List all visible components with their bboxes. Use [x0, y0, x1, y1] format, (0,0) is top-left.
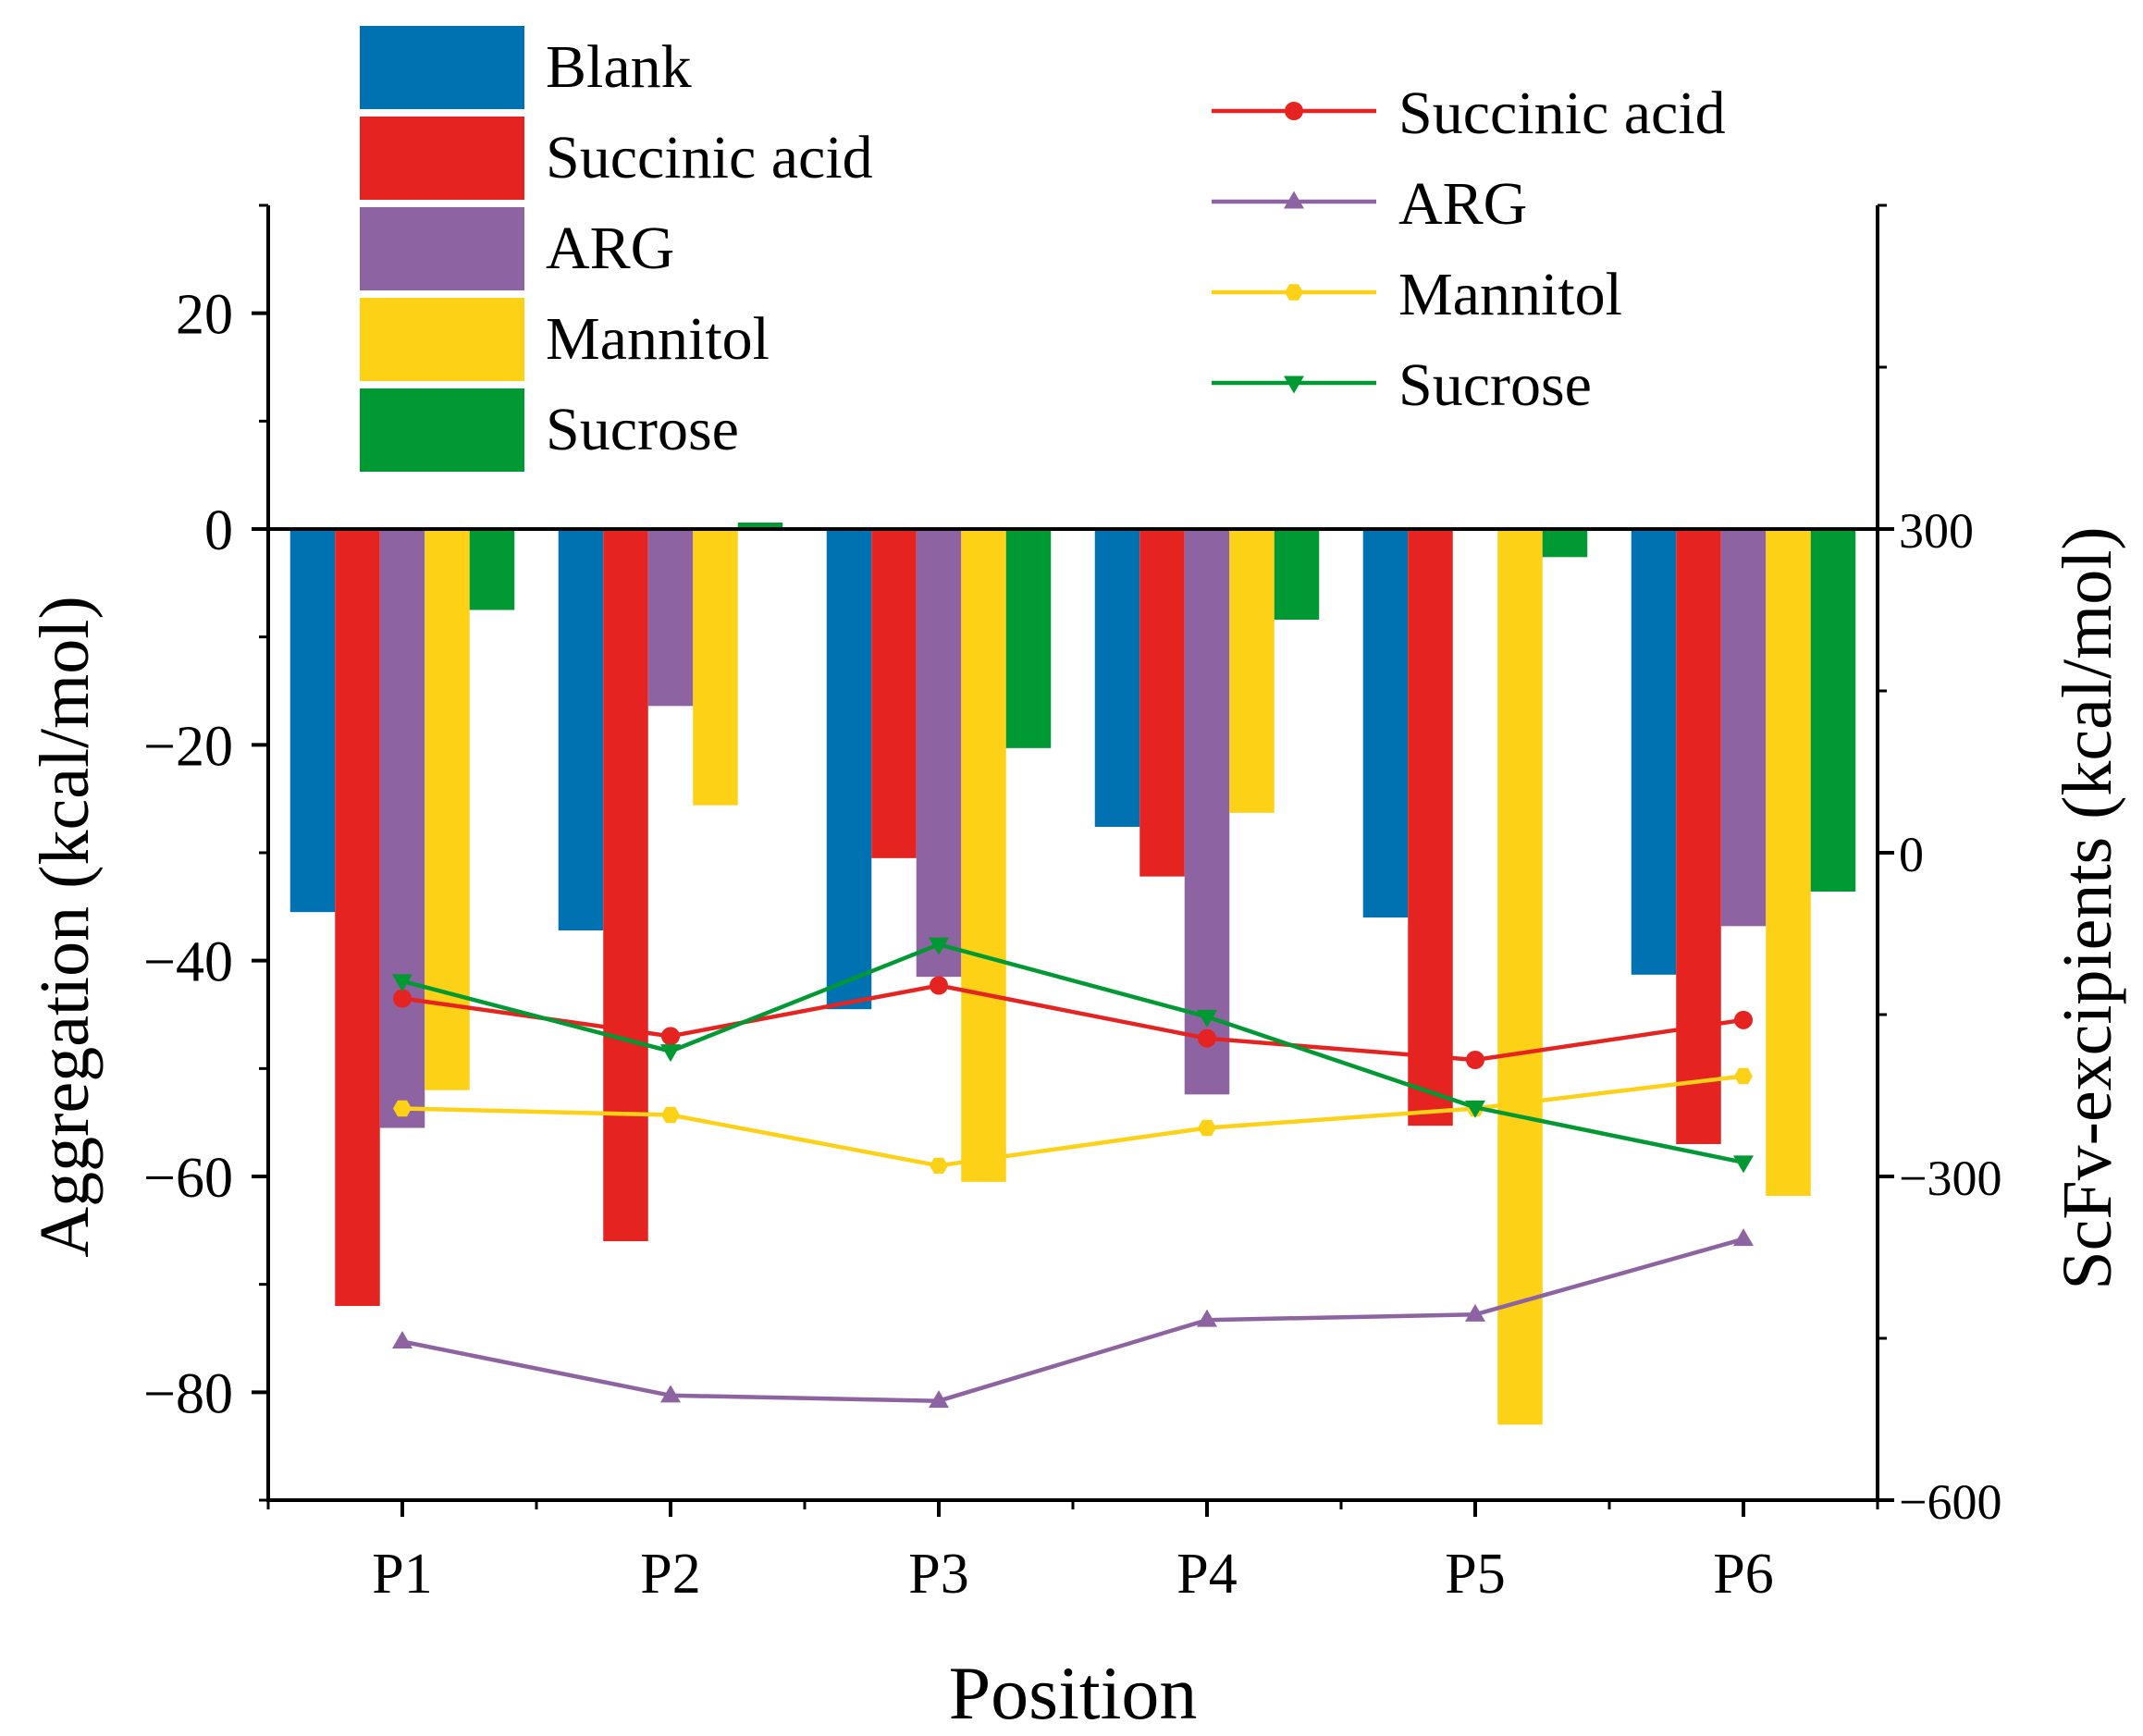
bar-succinic-acid-p6: [1676, 529, 1721, 1144]
bar-succinic-acid-p1: [335, 529, 380, 1306]
point-succinic-acid-p1: [393, 989, 412, 1008]
legend-swatch-sucrose: [360, 388, 524, 472]
line-legend: Succinic acid ARG Mannitol Sucrose: [1212, 80, 1726, 419]
bar-blank-p1: [289, 529, 336, 913]
x-tick-label-p3: P3: [908, 1543, 968, 1606]
point-succinic-acid-p2: [661, 1027, 680, 1046]
point-sucrose-p1: [392, 974, 413, 992]
y-tick-label-right: 0: [1899, 827, 1924, 882]
bar-arg-p6: [1720, 529, 1767, 927]
bar-succinic-acid-p4: [1139, 529, 1185, 877]
legend-label-line-mannitol: Mannitol: [1398, 261, 1622, 328]
point-sucrose-p6: [1733, 1155, 1754, 1174]
legend-swatch-succinic-acid: [360, 117, 524, 200]
legend-label-sucrose: Sucrose: [546, 396, 739, 463]
y-tick-label-left: 20: [176, 284, 233, 347]
bar-blank-p2: [558, 529, 604, 930]
point-mannitol-p3: [930, 1157, 948, 1174]
point-arg-p5: [1465, 1303, 1485, 1322]
bar-sucrose-p6: [1810, 529, 1856, 892]
point-sucrose-p5: [1465, 1100, 1485, 1118]
bar-succinic-acid-p2: [603, 529, 648, 1241]
point-arg-p4: [1197, 1309, 1217, 1327]
point-mannitol-p2: [661, 1106, 680, 1124]
point-arg-p3: [929, 1390, 949, 1409]
line-arg: [401, 1237, 1744, 1403]
point-arg-p2: [660, 1385, 681, 1403]
point-arg-p1: [392, 1331, 413, 1348]
legend-label-succinic-acid: Succinic acid: [546, 124, 873, 191]
legend-swatch-blank: [360, 26, 524, 109]
bar-blank-p5: [1362, 529, 1409, 917]
y-tick-label-left: −40: [143, 931, 233, 994]
bar-succinic-acid-p3: [871, 529, 917, 858]
axes-layer: 20 0 −20 −40 −60 −80 300 0 −300 −600 P1 P2 P3 P4 P5 P6: [143, 203, 2001, 1606]
bar-arg-p3: [916, 529, 962, 978]
legend-label-blank: Blank: [546, 33, 692, 101]
line-succinic-acid: [401, 983, 1744, 1063]
y-tick-label-left: −20: [143, 715, 233, 778]
x-tick-label-p6: P6: [1713, 1543, 1773, 1606]
bar-blank-p6: [1631, 529, 1677, 975]
legend-swatch-arg: [360, 207, 524, 290]
legend-marker-sucrose: [1284, 376, 1304, 394]
point-succinic-acid-p6: [1734, 1010, 1753, 1029]
bar-arg-p2: [647, 529, 694, 707]
legend-label-line-succinic-acid: Succinic acid: [1398, 80, 1726, 147]
line-sucrose: [401, 942, 1744, 1165]
legend-label-arg: ARG: [546, 215, 674, 282]
legend-swatch-mannitol: [360, 298, 524, 381]
bar-blank-p4: [1094, 529, 1140, 827]
bar-sucrose-p3: [1005, 529, 1052, 748]
legend-marker-arg: [1284, 191, 1304, 209]
point-succinic-acid-p3: [930, 976, 948, 995]
lines-layer: [392, 937, 1754, 1409]
bar-legend: Blank Succinic acid ARG Mannitol Sucrose: [360, 26, 873, 472]
x-tick-label-p1: P1: [372, 1543, 432, 1606]
bar-arg-p1: [379, 529, 425, 1128]
y-tick-label-left: −80: [143, 1362, 233, 1425]
y-axis-label-right: ScFv-excipients (kcal/mol): [2049, 526, 2126, 1289]
bar-sucrose-p4: [1274, 529, 1320, 620]
point-mannitol-p6: [1734, 1067, 1753, 1085]
point-sucrose-p3: [929, 937, 949, 955]
bar-succinic-acid-p5: [1408, 529, 1453, 1127]
y-tick-label-right: −600: [1899, 1474, 2001, 1530]
point-sucrose-p2: [660, 1044, 681, 1063]
legend-marker-succinic-acid: [1285, 102, 1303, 120]
bar-arg-p4: [1184, 529, 1230, 1095]
bar-mannitol-p6: [1766, 529, 1811, 1196]
bar-sucrose-p1: [469, 529, 515, 610]
y-tick-label-right: 300: [1899, 503, 1974, 559]
legend-label-line-arg: ARG: [1398, 170, 1527, 238]
bar-mannitol-p4: [1229, 529, 1275, 813]
point-succinic-acid-p5: [1466, 1051, 1484, 1069]
bar-sucrose-p5: [1542, 529, 1588, 558]
point-arg-p6: [1733, 1228, 1754, 1247]
legend-label-line-sucrose: Sucrose: [1398, 351, 1592, 419]
line-mannitol: [401, 1074, 1744, 1168]
bar-mannitol-p3: [961, 529, 1006, 1182]
y-axis-label-left: Aggregation (kcal/mol): [26, 596, 104, 1257]
bar-mannitol-p2: [693, 529, 738, 806]
x-tick-label-p5: P5: [1445, 1543, 1505, 1606]
x-tick-label-p4: P4: [1176, 1543, 1237, 1606]
bar-blank-p3: [826, 529, 872, 1010]
x-axis-label: Position: [949, 1651, 1198, 1735]
bars-layer: [289, 523, 1856, 1425]
legend-label-mannitol: Mannitol: [546, 305, 770, 373]
x-tick-label-p2: P2: [640, 1543, 700, 1606]
bar-sucrose-p2: [737, 523, 783, 529]
bar-mannitol-p5: [1497, 529, 1543, 1425]
point-sucrose-p4: [1197, 1009, 1217, 1028]
point-succinic-acid-p4: [1198, 1028, 1216, 1048]
y-tick-label-left: 0: [204, 499, 233, 562]
legend-marker-mannitol: [1285, 284, 1303, 301]
point-mannitol-p1: [393, 1100, 412, 1117]
point-mannitol-p4: [1198, 1119, 1216, 1137]
y-tick-label-right: −300: [1899, 1151, 2001, 1206]
y-tick-label-left: −60: [143, 1147, 233, 1210]
